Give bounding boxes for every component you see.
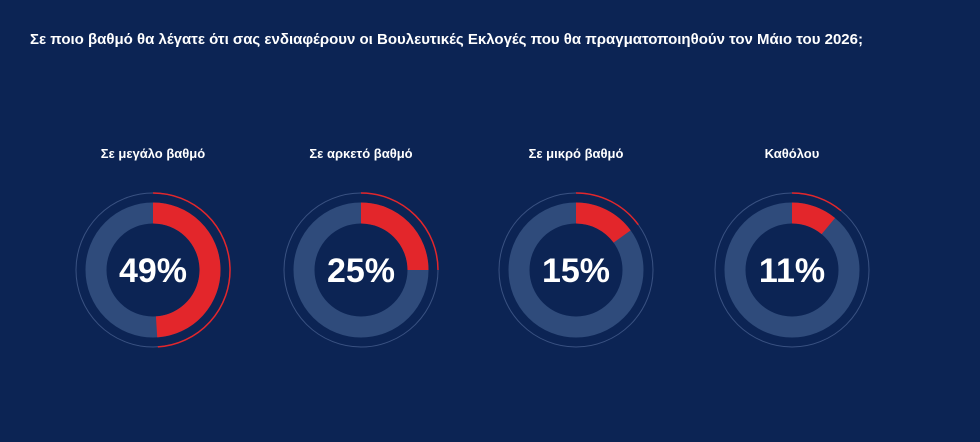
category-label: Σε μικρό βαθμό [529,146,624,161]
gauge-arc [791,202,836,235]
chart-title: Σε ποιο βαθμό θα λέγατε ότι σας ενδιαφέρ… [30,31,863,48]
gauge-outer-arc [360,192,439,271]
gauge-arc [152,202,221,338]
gauge-arc [575,202,631,244]
category-label: Σε αρκετό βαθμό [309,146,412,161]
gauge-outer-arc [152,192,231,348]
value-label: 15% [542,252,610,290]
category-label: Σε μεγάλο βαθμό [101,146,205,161]
gauge-arc [360,202,429,271]
value-label: 25% [327,252,395,290]
value-label: 11% [759,252,825,290]
category-label: Καθόλου [765,146,820,161]
value-label: 49% [119,252,187,290]
gauge-outer-arc [791,192,842,212]
gauge-outer-arc [575,192,639,226]
